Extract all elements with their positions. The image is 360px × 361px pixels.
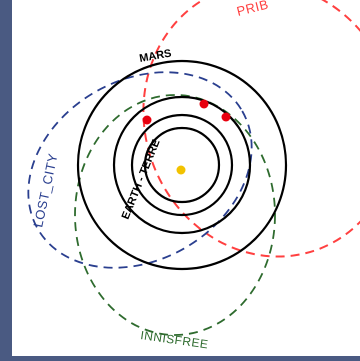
- lost-city-orbit: [27, 71, 253, 269]
- mars-label: MARS: [138, 48, 172, 65]
- pribram-orbit: [142, 0, 360, 258]
- mercury-orbit: [143, 126, 221, 204]
- earth-orbit: [112, 95, 252, 235]
- lost-city-impact-point: [142, 115, 152, 125]
- venus-orbit: [130, 113, 234, 217]
- innisfree-orbit: [74, 94, 276, 336]
- pribram-impact-point: [221, 112, 231, 122]
- diagram-panel: [12, 0, 360, 356]
- mars-orbit: [76, 59, 288, 271]
- innisfree-impact-point: [199, 99, 209, 109]
- sun-icon: [176, 165, 186, 175]
